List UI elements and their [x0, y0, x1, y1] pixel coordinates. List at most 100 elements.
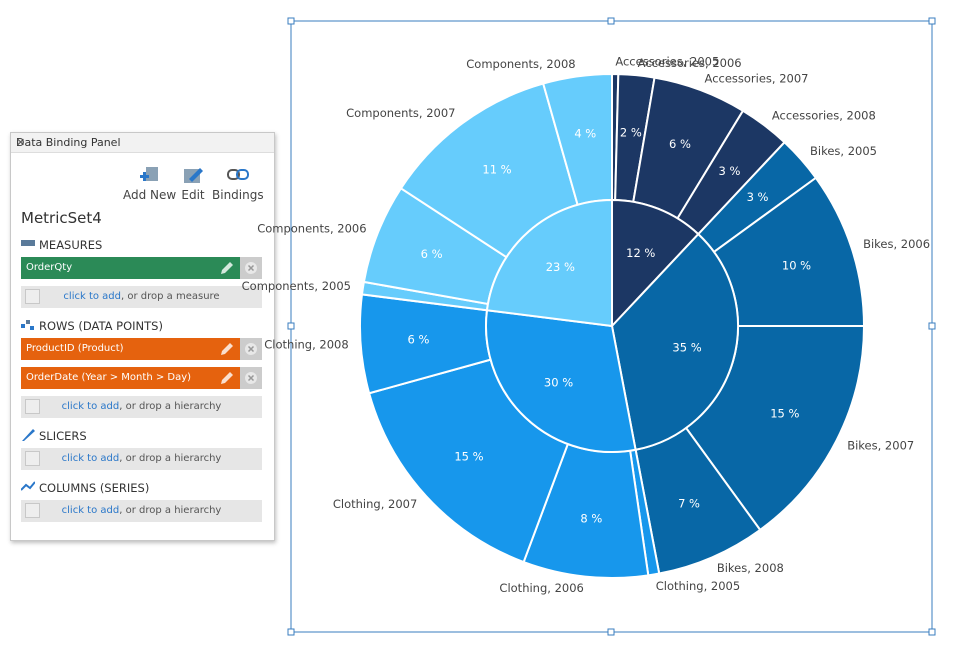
outer-segment: [362, 186, 508, 306]
data-binding-panel: Data Binding Panel ✕ Add New Edit Binding…: [10, 132, 275, 541]
plus-icon: [25, 451, 40, 466]
plus-icon: [25, 289, 40, 304]
selection-handles: [287, 17, 936, 636]
value-label: 12 %: [626, 246, 655, 260]
remove-button[interactable]: [240, 257, 262, 279]
outer-segment: [359, 293, 492, 395]
bindings-button[interactable]: Bindings: [212, 165, 264, 202]
field-item[interactable]: OrderDate (Year > Month > Day): [21, 367, 262, 389]
segment-label: Clothing, 2005: [656, 579, 740, 593]
outer-segment: [522, 442, 650, 579]
segment-label: Accessories, 2007: [705, 71, 809, 85]
outer-segment: [632, 76, 745, 220]
value-label: 6 %: [669, 137, 691, 151]
inner-segment: [485, 198, 613, 328]
section-title: ROWS (DATA POINTS): [39, 319, 163, 333]
add-hint: , or drop a hierarchy: [119, 401, 222, 412]
add-link[interactable]: click to add: [61, 453, 120, 464]
section-icon: [20, 481, 36, 491]
add-text: click to add, or drop a hierarchy: [21, 453, 262, 464]
value-label: 15 %: [454, 450, 483, 464]
outer-segment: [367, 358, 570, 564]
section-title: MEASURES: [39, 238, 103, 252]
value-label: 15 %: [770, 407, 799, 421]
section-icon: [22, 429, 35, 441]
selection-box: [290, 20, 933, 633]
segment-label: Accessories, 2008: [772, 108, 876, 122]
outer-segment: [684, 325, 866, 532]
outer-segment: [629, 448, 661, 577]
segment-label: Accessories, 2006: [638, 56, 742, 70]
field-label: OrderQty: [26, 262, 73, 273]
field-label: OrderDate (Year > Month > Day): [26, 372, 192, 383]
value-label: 6 %: [408, 333, 430, 347]
value-label: 30 %: [544, 375, 573, 389]
icon: [184, 168, 203, 183]
panel-title-bar: Data Binding Panel ✕: [11, 133, 274, 153]
section-title: COLUMNS (SERIES): [39, 481, 150, 495]
outer-segment: [399, 82, 579, 259]
outer-segment: [696, 140, 818, 254]
outer-segment: [676, 109, 786, 236]
value-label: 4 %: [574, 126, 596, 140]
inner-segment: [485, 309, 637, 453]
outer-segment: [360, 280, 490, 312]
plus-icon: [25, 503, 40, 518]
section-header: COLUMNS (SERIES): [20, 480, 150, 495]
edit-icon[interactable]: [220, 371, 234, 385]
section-header: SLICERS: [21, 428, 87, 443]
segment-label: Accessories, 2005: [615, 55, 719, 69]
add-link[interactable]: click to add: [61, 505, 120, 516]
icon: [139, 167, 158, 181]
button-label: Bindings: [212, 188, 264, 202]
metric-set-name: MetricSet4: [21, 209, 102, 227]
add-link[interactable]: click to add: [61, 401, 120, 412]
section-header: ROWS (DATA POINTS): [21, 318, 163, 333]
add-drop-zone[interactable]: click to add, or drop a hierarchy: [21, 500, 262, 522]
outer-segment: [712, 176, 866, 327]
outer-segment: [541, 72, 613, 207]
remove-button[interactable]: [240, 367, 262, 389]
value-label: 6 %: [421, 247, 443, 261]
segment-label: Clothing, 2007: [333, 497, 417, 511]
outer-segment: [611, 72, 620, 202]
segment-label: Bikes, 2008: [717, 561, 784, 575]
add-hint: , or drop a hierarchy: [119, 505, 222, 516]
add-link[interactable]: click to add: [63, 291, 121, 302]
add-text: click to add, or drop a hierarchy: [21, 505, 262, 516]
close-button[interactable]: ✕: [16, 136, 26, 149]
edit-button[interactable]: Edit: [181, 165, 205, 202]
value-label: 2 %: [620, 125, 642, 139]
section-icon: [21, 320, 34, 330]
plus-icon: [25, 399, 40, 414]
value-label: 8 %: [580, 511, 602, 525]
value-label: 10 %: [782, 259, 811, 273]
icon: [226, 169, 249, 180]
field-item[interactable]: ProductID (Product): [21, 338, 262, 360]
segment-label: Bikes, 2006: [863, 237, 930, 251]
add-drop-zone[interactable]: click to add, or drop a hierarchy: [21, 396, 262, 418]
segment-label: Clothing, 2008: [264, 338, 348, 352]
add-drop-zone[interactable]: click to add, or drop a measure: [21, 286, 262, 308]
inner-segment: [611, 198, 700, 329]
add-text: click to add, or drop a measure: [21, 291, 262, 302]
value-label: 35 %: [672, 340, 701, 354]
edit-icon[interactable]: [220, 261, 234, 275]
add-hint: , or drop a measure: [121, 291, 220, 302]
segment-label: Clothing, 2006: [499, 581, 583, 595]
segment-label: Components, 2008: [466, 57, 575, 71]
panel-title: Data Binding Panel: [16, 136, 121, 149]
value-label: 3 %: [719, 164, 741, 178]
add-hint: , or drop a hierarchy: [119, 453, 222, 464]
edit-icon[interactable]: [220, 342, 234, 356]
inner-segment: [610, 232, 739, 451]
button-label: Add New: [123, 188, 177, 202]
remove-button[interactable]: [240, 338, 262, 360]
value-label: 7 %: [678, 497, 700, 511]
value-label: 3 %: [747, 190, 769, 204]
add-drop-zone[interactable]: click to add, or drop a hierarchy: [21, 448, 262, 470]
add-new-button[interactable]: Add New: [123, 165, 176, 202]
field-item[interactable]: OrderQty: [21, 257, 262, 279]
outer-segment: [614, 73, 656, 203]
